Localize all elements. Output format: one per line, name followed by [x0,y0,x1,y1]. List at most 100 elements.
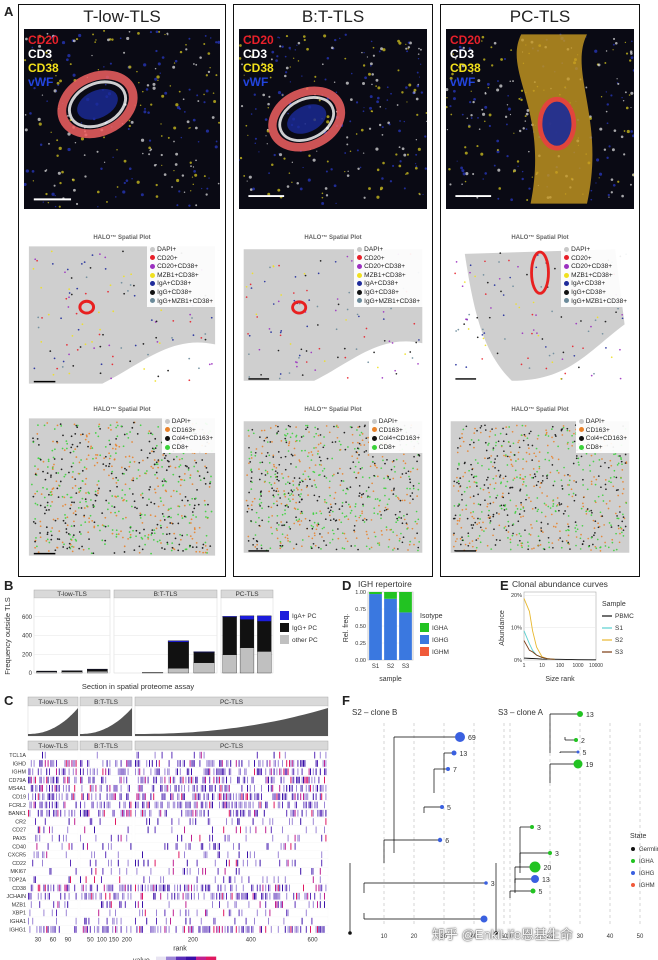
heatmap-cell [188,801,190,809]
heatmap-cell [203,776,205,784]
heatmap-cell [294,859,296,867]
spatial-legend-item: CD20+ [564,255,627,264]
heatmap-cell [233,809,234,817]
heatmap-cell [101,776,102,784]
heatmap-cell [189,868,191,875]
heatmap-cell [42,751,43,759]
heatmap-cell [157,926,159,933]
heatmap-cell [186,859,188,867]
heatmap-cell [61,768,63,776]
heatmap-cell [172,868,174,875]
heatmap-cell [117,851,119,859]
heatmap-cell [120,785,122,792]
bar-segment [193,651,215,653]
heatmap-cell [228,793,230,800]
heatmap-cell [191,760,192,767]
heatmap-cell [251,776,253,784]
marker-legend: CD20 CD3 CD38 vWF [450,33,481,89]
marker-legend-item: CD3 [450,47,475,61]
heatmap-cell [305,785,307,792]
heatmap-cell [54,809,56,817]
heatmap-cell [226,892,227,900]
heatmap-cell [325,793,327,800]
heatmap-cell [238,851,240,859]
heatmap-cell [163,884,164,892]
heatmap-cell [135,917,136,925]
heatmap-cell [322,785,324,792]
x-axis-label: Size rank [545,676,575,683]
heatmap-cell [60,892,62,900]
heatmap-cell [205,768,206,776]
heatmap-cell [209,884,211,892]
heatmap-cell [235,926,237,933]
heatmap-cell [56,785,57,792]
heatmap-cell [185,917,187,925]
heatmap-cell [65,834,67,842]
heatmap-cell [300,760,302,767]
heatmap-cell [51,776,53,784]
heatmap-cell [202,884,204,892]
legend-label: DAPI+ [378,418,398,425]
y-axis-label: Frequency outside TLS [3,597,12,674]
heatmap-cell [214,876,216,883]
heatmap-cell [64,801,66,809]
x-tick-label: 1000 [572,663,583,669]
gene-label: CD27 [12,828,26,834]
heatmap-cell [206,884,208,892]
heatmap-cell [67,776,69,784]
heatmap-cell [291,809,293,817]
heatmap-cell [273,768,275,776]
heatmap-cell [300,793,302,800]
heatmap-cell [109,801,111,809]
heatmap-cell [254,917,255,925]
heatmap-cell [265,926,267,933]
heatmap-cell [50,884,52,892]
heatmap-cell [160,776,162,784]
heatmap-cell [99,793,101,800]
heatmap-cell [226,785,227,792]
heatmap-cell [68,760,70,767]
heatmap-cell [248,801,250,809]
heatmap-row [27,925,79,934]
heatmap-cell [268,917,269,925]
heatmap-cell [207,793,209,800]
heatmap-cell [213,793,215,800]
clone-size-label: 20 [544,865,552,872]
heatmap-cell [67,901,69,908]
marker-legend: CD20 CD3 CD38 vWF [243,33,274,89]
heatmap-cell [241,801,243,809]
heatmap-cell [46,785,48,792]
bar-segment [167,640,189,643]
heatmap-cell [244,768,246,776]
heatmap-cell [139,768,141,776]
heatmap-cell [280,776,282,784]
heatmap-cell [57,884,59,892]
colorbar-segment [159,956,161,960]
heatmap-cell [293,809,295,817]
heatmap-cell [163,876,164,883]
heatmap-cell [58,793,60,800]
heatmap-cell [67,884,69,892]
heatmap-cell [182,776,184,784]
heatmap-cell [277,760,279,767]
heatmap-cell [291,768,293,776]
heatmap-row [27,850,79,860]
x-tick-label: 30 [35,938,42,944]
heatmap-cell [54,801,56,809]
heatmap-cell [273,876,275,883]
y-tick-label: 200 [22,652,33,658]
heatmap-cell [200,884,202,892]
heatmap-cell [209,785,211,792]
colorbar-segment [164,956,166,960]
heatmap-cell [286,859,288,867]
heatmap-cell [219,801,220,809]
heatmap-cell [241,926,243,933]
heatmap-cell [109,901,111,908]
heatmap-cell [117,834,119,842]
heatmap-cell [50,868,52,875]
heatmap-cell [74,776,76,784]
heatmap-cell [249,801,251,809]
legend-label: CD163+ [585,426,610,434]
heatmap-cell [150,793,152,800]
legend-label: IgG+MZB1+CD38+ [157,297,213,305]
